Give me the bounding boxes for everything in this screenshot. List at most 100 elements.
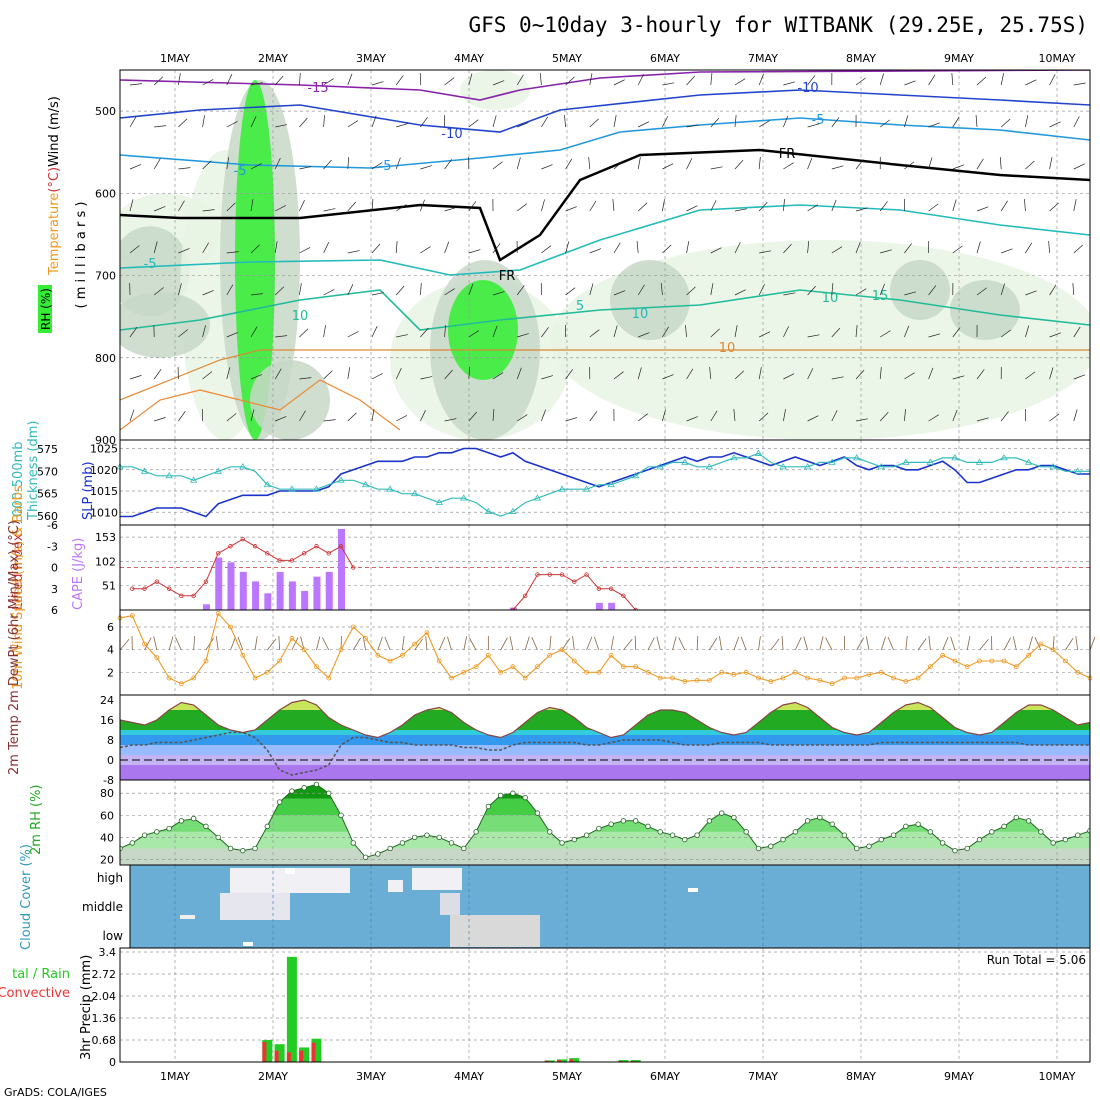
wind-barb — [783, 292, 796, 296]
wind-barb — [395, 157, 401, 170]
wind-barb — [904, 291, 917, 296]
rh-point — [448, 840, 455, 846]
wind-barb — [230, 636, 236, 651]
thickness-tick-label: 575 — [37, 443, 58, 456]
wind-barb — [509, 636, 514, 651]
precip-tick-label: 2.72 — [92, 968, 117, 981]
wind-barb — [274, 286, 285, 296]
rh-point — [632, 818, 639, 824]
date-label-top: 4MAY — [454, 52, 484, 65]
rh-tick-label: 80 — [100, 787, 114, 800]
wind-barb — [565, 158, 573, 170]
rh-point — [387, 845, 393, 852]
wind-barb — [444, 77, 455, 86]
wind-barb — [420, 165, 433, 170]
wind-barb — [623, 638, 633, 651]
wind-speed-point — [363, 635, 368, 641]
thickness-point — [263, 480, 272, 488]
wind-barb — [274, 368, 282, 380]
wind-speed-point — [780, 675, 786, 681]
wind-barb — [879, 119, 891, 128]
wind-barb — [129, 83, 142, 86]
wind-barb — [662, 326, 669, 338]
wind-barb — [444, 325, 446, 338]
wind-barb — [807, 415, 819, 422]
upper-air-ylabel: Temperature(°C)Wind (m/s) — [47, 96, 62, 276]
wind-barb — [734, 370, 745, 380]
wind-barb — [672, 636, 677, 651]
wind-barb — [492, 243, 501, 254]
rh-point — [276, 799, 283, 805]
wind-barb — [468, 119, 479, 128]
thickness-point — [435, 498, 443, 506]
wind-barb — [154, 417, 166, 422]
rh-point — [829, 821, 835, 827]
wind-barb — [979, 639, 989, 651]
thickness-point — [607, 480, 615, 488]
wind-barb — [710, 117, 720, 128]
wind-barb — [879, 283, 885, 296]
wind-barb — [637, 74, 644, 86]
wind-barb — [444, 241, 450, 254]
wind-speed-point — [903, 679, 909, 684]
wind-barb — [178, 73, 181, 86]
wind-speed-point — [289, 635, 295, 641]
wind-barb — [613, 242, 621, 254]
wind-barb — [468, 201, 477, 212]
wind-barb — [202, 242, 209, 254]
wind-barb — [1049, 367, 1054, 380]
wind-barb — [384, 636, 391, 651]
cloud-level-label: high — [97, 871, 123, 885]
wind-barb — [278, 635, 281, 651]
wind-barb — [662, 82, 675, 86]
wind-barb — [928, 285, 937, 296]
wind-barb — [1025, 371, 1036, 380]
wind-barb — [589, 200, 597, 212]
wind-barb — [250, 244, 260, 254]
wind-barb — [733, 409, 736, 422]
rh-point — [559, 840, 565, 846]
wind-barb — [976, 241, 981, 254]
wind-barb — [250, 409, 255, 422]
wind-barb — [950, 636, 956, 651]
cape-bar — [325, 571, 333, 610]
thickness-point — [288, 485, 296, 492]
wind-barb — [637, 202, 648, 212]
rh-point — [792, 829, 799, 835]
wind-barb — [758, 636, 761, 651]
rh2m-ylabel: 2m RH (%) — [29, 784, 44, 855]
precip-total-bar — [262, 1040, 273, 1062]
wind-barb — [879, 367, 882, 380]
wind-barb — [129, 116, 137, 128]
wind-barb — [952, 375, 965, 380]
wind-barb — [371, 409, 375, 422]
wind-barb — [783, 243, 792, 254]
wind-barb — [564, 115, 566, 128]
rh-point — [780, 836, 786, 843]
wind-speed-point — [854, 675, 860, 681]
wind-speed-point — [915, 675, 921, 681]
wind-barb — [613, 115, 617, 128]
wind-speed-point — [977, 658, 982, 664]
wind-barb — [322, 637, 330, 651]
rh-point — [129, 840, 135, 846]
wind-barb — [928, 367, 934, 380]
temperature-contour — [120, 70, 1090, 101]
wind-barb — [371, 292, 384, 296]
cape-bar — [227, 562, 235, 610]
wind-barb — [783, 162, 794, 170]
wind-barb — [887, 636, 894, 651]
precip-total-bar — [544, 1060, 555, 1062]
wind-barb — [855, 241, 861, 254]
wind-barb — [1049, 332, 1061, 338]
wind-speed-point — [191, 675, 197, 681]
wind-barb — [396, 415, 407, 422]
cape-tick-label: 51 — [102, 580, 116, 593]
wind-barb — [1049, 284, 1057, 296]
wind-barb — [758, 284, 765, 296]
wind-speed-point — [768, 679, 774, 684]
rh-point — [927, 829, 934, 835]
wind-barb — [153, 369, 162, 380]
wind-barb — [952, 164, 965, 170]
wind-barb — [1012, 636, 1017, 651]
